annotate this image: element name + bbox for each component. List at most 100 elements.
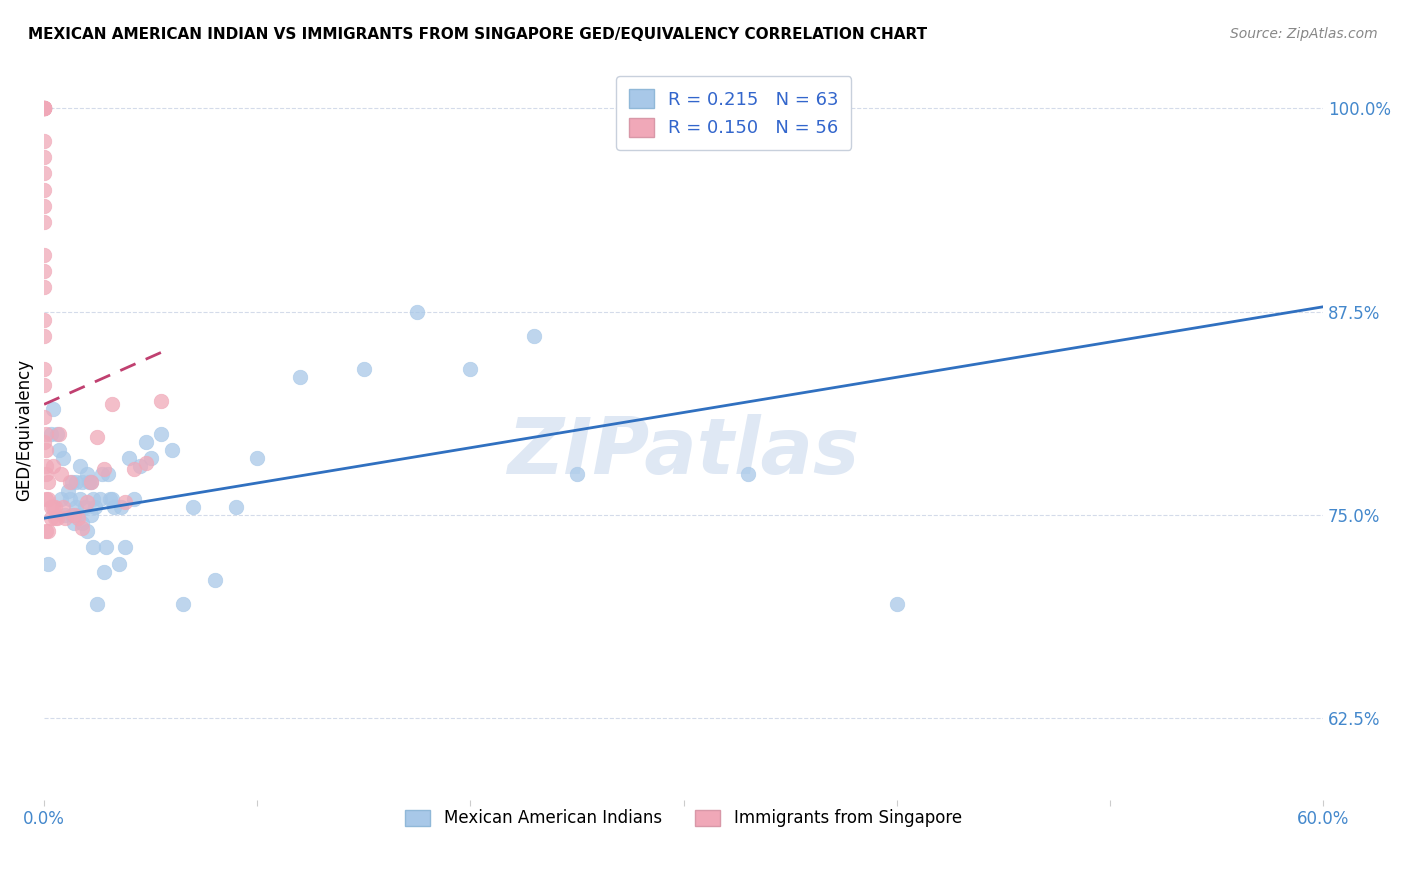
Point — [118, 450, 141, 465]
Point — [51, 467, 73, 482]
Point — [48, 442, 70, 457]
Point — [72, 475, 94, 490]
Point — [45, 511, 67, 525]
Point — [32, 361, 55, 376]
Point — [39, 500, 62, 514]
Point — [52, 450, 75, 465]
Text: ZIPatlas: ZIPatlas — [508, 414, 859, 490]
Point — [76, 495, 98, 509]
Point — [93, 462, 115, 476]
Point — [90, 467, 112, 482]
Point — [225, 500, 247, 514]
Point — [32, 102, 55, 116]
Point — [55, 511, 77, 525]
Point — [82, 541, 104, 555]
Text: MEXICAN AMERICAN INDIAN VS IMMIGRANTS FROM SINGAPORE GED/EQUIVALENCY CORRELATION: MEXICAN AMERICAN INDIAN VS IMMIGRANTS FR… — [28, 27, 927, 42]
Point — [93, 565, 115, 579]
Point — [73, 500, 96, 514]
Point — [59, 475, 82, 490]
Point — [55, 508, 77, 522]
Point — [101, 397, 124, 411]
Point — [160, 442, 183, 457]
Point — [98, 491, 121, 506]
Point — [37, 557, 59, 571]
Point — [86, 598, 108, 612]
Point — [107, 557, 129, 571]
Point — [80, 475, 103, 490]
Point — [60, 475, 83, 490]
Point — [63, 516, 86, 530]
Point — [35, 426, 58, 441]
Point — [77, 475, 100, 490]
Point — [150, 394, 173, 409]
Point — [32, 102, 55, 116]
Point — [52, 500, 75, 514]
Point — [114, 495, 136, 509]
Point — [139, 450, 162, 465]
Point — [65, 500, 87, 514]
Point — [39, 426, 62, 441]
Point — [44, 500, 66, 514]
Point — [129, 459, 152, 474]
Point — [67, 511, 90, 525]
Point — [32, 329, 55, 343]
Point — [32, 134, 55, 148]
Point — [41, 500, 63, 514]
Point — [103, 500, 125, 514]
Point — [80, 508, 103, 522]
Point — [41, 459, 63, 474]
Point — [89, 491, 111, 506]
Point — [886, 598, 908, 612]
Point — [41, 402, 63, 417]
Point — [63, 508, 86, 522]
Point — [60, 508, 83, 522]
Point — [406, 304, 429, 318]
Point — [32, 410, 55, 425]
Point — [94, 541, 117, 555]
Point — [84, 500, 107, 514]
Point — [39, 511, 62, 525]
Point — [32, 102, 55, 116]
Point — [48, 426, 70, 441]
Point — [76, 524, 98, 539]
Point — [32, 102, 55, 116]
Point — [35, 459, 58, 474]
Point — [35, 524, 58, 539]
Point — [150, 426, 173, 441]
Point — [32, 102, 55, 116]
Point — [32, 280, 55, 294]
Point — [32, 199, 55, 213]
Point — [86, 430, 108, 444]
Point — [183, 500, 205, 514]
Point — [67, 508, 90, 522]
Point — [65, 475, 87, 490]
Point — [204, 573, 226, 587]
Point — [122, 491, 145, 506]
Point — [135, 434, 157, 449]
Point — [37, 491, 59, 506]
Point — [288, 369, 311, 384]
Point — [246, 450, 269, 465]
Point — [35, 491, 58, 506]
Point — [69, 459, 91, 474]
Point — [80, 475, 103, 490]
Point — [51, 491, 73, 506]
Point — [110, 500, 132, 514]
Point — [45, 426, 67, 441]
Point — [37, 524, 59, 539]
Point — [122, 462, 145, 476]
Point — [35, 467, 58, 482]
Point — [32, 377, 55, 392]
Point — [72, 521, 94, 535]
Point — [76, 467, 98, 482]
Legend: Mexican American Indians, Immigrants from Singapore: Mexican American Indians, Immigrants fro… — [396, 801, 970, 836]
Point — [32, 102, 55, 116]
Point — [59, 491, 82, 506]
Point — [32, 434, 55, 449]
Point — [32, 166, 55, 180]
Point — [69, 491, 91, 506]
Point — [101, 491, 124, 506]
Point — [35, 442, 58, 457]
Point — [44, 511, 66, 525]
Point — [32, 102, 55, 116]
